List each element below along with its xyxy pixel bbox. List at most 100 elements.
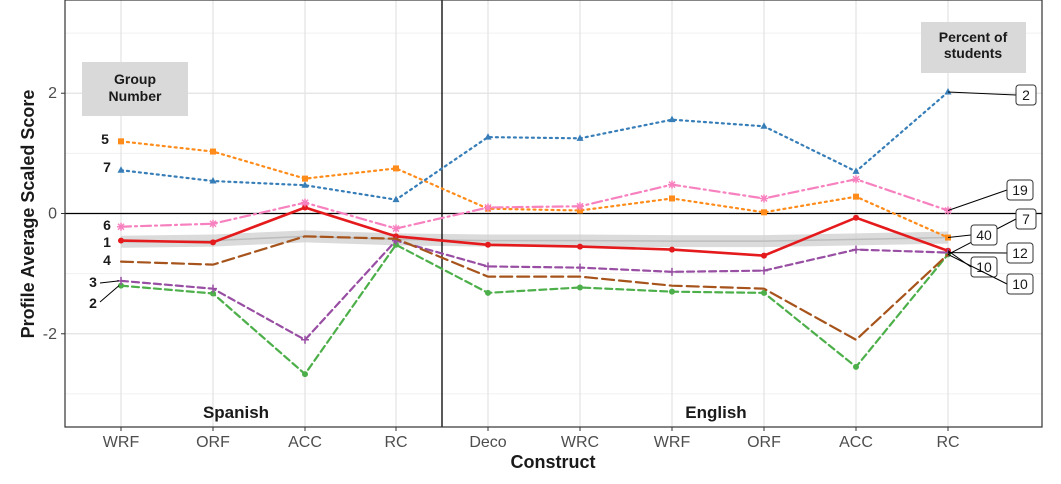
percent-title-line2: students xyxy=(944,45,1003,61)
x-tick-label: ACC xyxy=(288,434,322,451)
series-line-3 xyxy=(119,239,950,342)
smooth-band-area xyxy=(121,230,948,248)
x-tick-label: WRC xyxy=(561,434,599,451)
series-point-2 xyxy=(118,282,124,289)
smooth-band-line xyxy=(120,235,949,243)
series-line-5 xyxy=(119,140,950,239)
x-tick-label: RC xyxy=(384,434,407,451)
percent-box-5 xyxy=(970,224,998,246)
group-label-1: 1 xyxy=(103,234,111,250)
x-tick-label: WRF xyxy=(654,434,691,451)
series-point-7 xyxy=(944,88,952,95)
series-point-6 xyxy=(392,224,400,233)
left-group-labels: 5 7 61 43 2 xyxy=(89,131,120,311)
y-tick-label: 2 xyxy=(48,85,57,102)
series-6 xyxy=(117,175,952,233)
smooth-band xyxy=(120,230,949,248)
x-tick-label: RC xyxy=(936,434,959,451)
leader-line-3 xyxy=(99,280,120,284)
series-7 xyxy=(117,88,952,203)
series-point-7 xyxy=(668,115,676,123)
series-point-1 xyxy=(761,252,767,259)
group-label-2: 2 xyxy=(89,295,97,311)
series-point-1 xyxy=(669,246,675,253)
series-point-5 xyxy=(669,195,675,202)
x-tick-label: ORF xyxy=(196,434,230,451)
series-point-2 xyxy=(485,289,491,296)
series-point-2 xyxy=(577,284,583,291)
series-point-3 xyxy=(668,267,676,276)
series-point-6 xyxy=(117,222,125,231)
x-tick-label: WRF xyxy=(103,434,140,451)
series-4 xyxy=(119,235,950,342)
series-point-6 xyxy=(668,180,676,189)
percent-box: Percent of students xyxy=(921,22,1026,73)
series-point-6 xyxy=(944,206,952,215)
percent-leader-7 xyxy=(947,91,1017,96)
series-point-5 xyxy=(118,138,124,145)
percent-leader-5 xyxy=(947,234,972,239)
series-point-6 xyxy=(576,202,584,211)
percent-label-4: 7 xyxy=(1022,211,1030,227)
series-point-3 xyxy=(484,262,492,271)
group-label-6: 6 xyxy=(103,217,111,233)
series-point-3 xyxy=(852,245,860,254)
percent-leader-6 xyxy=(947,189,1008,211)
series-point-1 xyxy=(302,204,308,211)
series-line-6 xyxy=(119,178,950,230)
percent-label-6: 19 xyxy=(1012,182,1028,198)
series-group xyxy=(117,88,952,378)
x-axis-title: Construct xyxy=(511,452,596,472)
series-point-2 xyxy=(761,289,767,296)
percent-label-5: 40 xyxy=(976,227,992,243)
percent-box-3 xyxy=(1006,242,1034,264)
series-line-1 xyxy=(119,206,950,257)
x-tick-label: ORF xyxy=(747,434,781,451)
series-line-7 xyxy=(119,90,950,201)
group-number-title-line1: Group xyxy=(114,71,156,87)
group-number-box: Group Number xyxy=(82,62,188,116)
series-point-6 xyxy=(301,198,309,207)
series-point-7 xyxy=(484,133,492,140)
series-point-3 xyxy=(760,266,768,275)
series-point-2 xyxy=(669,288,675,295)
group-label-4: 4 xyxy=(103,252,111,268)
series-line-4 xyxy=(119,235,950,342)
series-point-7 xyxy=(852,167,860,174)
percent-label-2: 10 xyxy=(1012,276,1028,292)
series-point-5 xyxy=(393,165,399,172)
percent-box-bg xyxy=(921,22,1026,73)
group-label-7: 7 xyxy=(103,159,111,175)
series-point-6 xyxy=(484,203,492,212)
group-label-3: 3 xyxy=(89,274,97,290)
percent-box-4 xyxy=(1015,208,1037,230)
series-point-2 xyxy=(210,290,216,297)
series-point-5 xyxy=(577,207,583,214)
percent-box-6 xyxy=(1006,179,1034,201)
x-tick-label: ACC xyxy=(839,434,873,451)
series-line-2 xyxy=(119,243,950,376)
series-point-1 xyxy=(485,241,491,248)
series-point-5 xyxy=(853,193,859,200)
percent-box-2 xyxy=(1006,273,1034,295)
series-point-1 xyxy=(118,237,124,244)
percent-label-7: 2 xyxy=(1022,87,1030,103)
series-point-1 xyxy=(853,214,859,221)
series-point-7 xyxy=(392,195,400,203)
section-label-english: English xyxy=(685,403,746,422)
leader-line-2 xyxy=(99,285,120,303)
series-point-1 xyxy=(577,243,583,250)
series-point-7 xyxy=(301,181,309,188)
series-point-7 xyxy=(760,122,768,129)
series-point-2 xyxy=(302,371,308,378)
series-1 xyxy=(118,204,951,259)
percent-leader-2 xyxy=(947,253,1008,285)
series-point-5 xyxy=(210,148,216,155)
reference-lines xyxy=(65,0,1042,427)
y-tick-label: 0 xyxy=(48,206,57,223)
series-point-6 xyxy=(760,194,768,203)
section-label-spanish: Spanish xyxy=(203,403,269,422)
series-2 xyxy=(118,241,951,378)
series-point-3 xyxy=(209,284,217,293)
